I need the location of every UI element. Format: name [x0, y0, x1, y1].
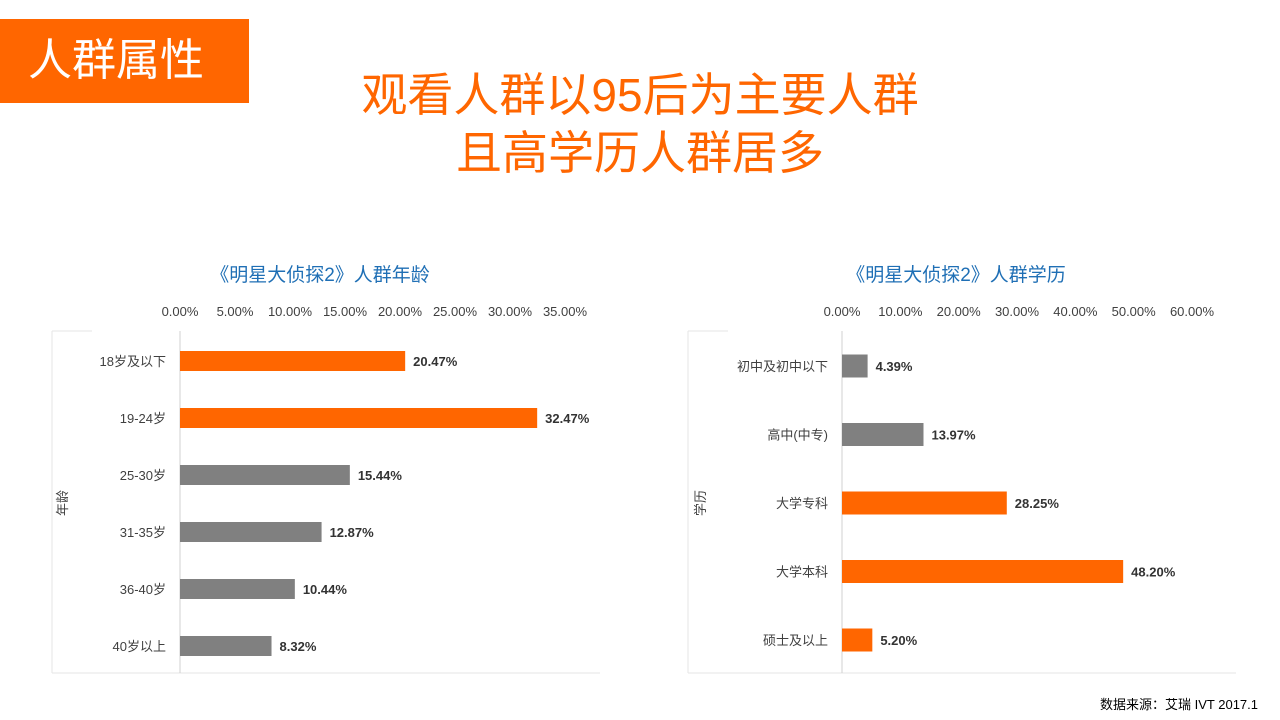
age-bar [180, 522, 322, 542]
education-data-label: 48.20% [1131, 565, 1176, 580]
age-data-label: 10.44% [303, 582, 348, 597]
education-category-label: 大学专科 [776, 496, 828, 511]
education-category-label: 初中及初中以下 [737, 359, 828, 374]
age-x-tick-label: 25.00% [433, 304, 478, 319]
age-category-label: 40岁以上 [113, 639, 166, 654]
education-chart-title: 《明星大侦探2》人群学历 [846, 265, 1066, 286]
education-bar [842, 560, 1124, 583]
age-x-tick-label: 10.00% [268, 304, 313, 319]
headline-line-1: 观看人群以95后为主要人群 [361, 69, 919, 121]
age-bar [180, 579, 295, 599]
age-category-label: 19-24岁 [120, 411, 166, 426]
age-data-label: 15.44% [358, 468, 403, 483]
education-data-label: 28.25% [1015, 496, 1060, 511]
age-x-tick-label: 35.00% [543, 304, 588, 319]
age-data-label: 20.47% [413, 354, 458, 369]
age-chart-title: 《明星大侦探2》人群年龄 [210, 265, 430, 286]
section-tag: 人群属性 [0, 19, 249, 103]
age-category-label: 36-40岁 [120, 582, 166, 597]
headline-line-2: 且高学历人群居多 [456, 127, 824, 179]
age-data-label: 8.32% [280, 639, 317, 654]
education-x-tick-label: 60.00% [1170, 304, 1215, 319]
education-x-tick-label: 30.00% [995, 304, 1040, 319]
age-bar [180, 351, 406, 371]
education-category-label: 硕士及以上 [763, 633, 828, 648]
education-y-axis-title: 学历 [693, 490, 708, 516]
age-bar [180, 636, 272, 656]
age-x-tick-label: 0.00% [162, 304, 199, 319]
education-bar [842, 354, 868, 378]
education-bar [842, 423, 924, 446]
education-x-tick-label: 0.00% [824, 304, 861, 319]
education-x-tick-label: 20.00% [937, 304, 982, 319]
age-category-label: 31-35岁 [120, 525, 166, 540]
education-x-tick-label: 50.00% [1112, 304, 1157, 319]
age-y-axis-title: 年龄 [55, 490, 70, 516]
age-x-tick-label: 5.00% [217, 304, 254, 319]
education-category-label: 大学本科 [776, 565, 828, 580]
age-category-label: 25-30岁 [120, 468, 166, 483]
age-bar [180, 465, 350, 485]
age-data-label: 32.47% [545, 411, 590, 426]
education-data-label: 5.20% [880, 633, 917, 648]
education-x-tick-label: 40.00% [1053, 304, 1098, 319]
age-x-tick-label: 20.00% [378, 304, 423, 319]
age-x-tick-label: 15.00% [323, 304, 368, 319]
education-bar [842, 628, 873, 652]
age-x-tick-label: 30.00% [488, 304, 533, 319]
age-data-label: 12.87% [330, 525, 375, 540]
education-data-label: 13.97% [931, 428, 976, 443]
age-bar [180, 408, 538, 428]
headline: 观看人群以95后为主要人群 且高学历人群居多 [0, 66, 1280, 182]
data-source-note: 数据来源：艾瑞 IVT 2017.1 [1100, 697, 1258, 712]
age-category-label: 18岁及以下 [100, 354, 166, 369]
education-x-tick-label: 10.00% [878, 304, 923, 319]
education-data-label: 4.39% [876, 359, 913, 374]
education-bar [842, 491, 1007, 515]
education-category-label: 高中(中专) [767, 428, 828, 443]
